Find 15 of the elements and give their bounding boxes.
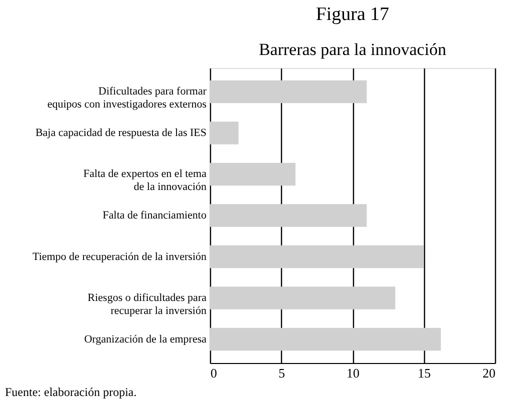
chart-title: Figura 17 [316, 4, 390, 25]
x-tick-label: 0 [210, 366, 217, 380]
y-tick-label: Riesgos o dificultades para recuperar la inversión [88, 292, 207, 318]
source-note: Fuente: elaboración propia. [5, 385, 137, 399]
y-tick-label: Falta de expertos en el tema de la innovación [83, 168, 207, 194]
x-tick-label: 20 [482, 366, 496, 380]
y-tick-label: Organización de la empresa [84, 333, 207, 346]
x-tick-label: 5 [278, 366, 285, 380]
x-tick-label: 15 [418, 366, 431, 380]
y-tick-label: Baja capacidad de respuesta de las IES [35, 126, 206, 139]
y-tick-label: Falta de financiamiento [102, 210, 207, 222]
x-tick-label: 10 [346, 366, 360, 380]
y-tick-label: Tiempo de recuperación de la inversión [32, 250, 207, 263]
chart-subtitle: Barreras para la innovación [258, 40, 447, 59]
y-tick-label: Dificultades para formar equipos con investigadores externos [47, 86, 207, 111]
